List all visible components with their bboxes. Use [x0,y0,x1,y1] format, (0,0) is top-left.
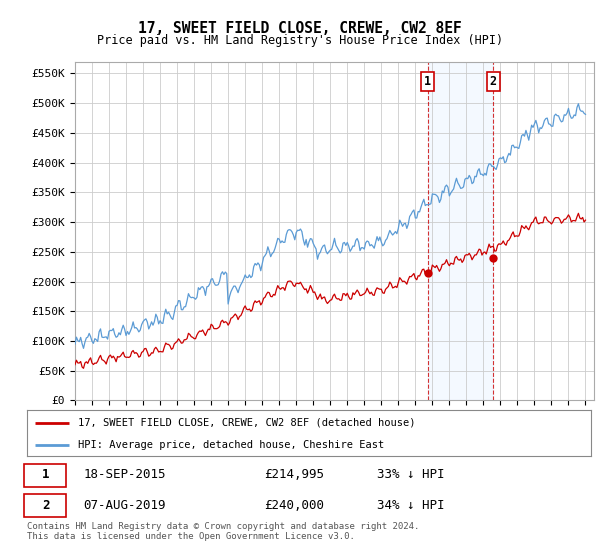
Text: 07-AUG-2019: 07-AUG-2019 [83,498,166,512]
Text: 17, SWEET FIELD CLOSE, CREWE, CW2 8EF (detached house): 17, SWEET FIELD CLOSE, CREWE, CW2 8EF (d… [78,418,415,428]
Text: 2: 2 [42,498,49,512]
Text: 17, SWEET FIELD CLOSE, CREWE, CW2 8EF: 17, SWEET FIELD CLOSE, CREWE, CW2 8EF [138,21,462,36]
Text: £240,000: £240,000 [264,498,324,512]
Text: HPI: Average price, detached house, Cheshire East: HPI: Average price, detached house, Ches… [78,440,384,450]
Bar [428,62,493,400]
Text: Contains HM Land Registry data © Crown copyright and database right 2024.
This d: Contains HM Land Registry data © Crown c… [27,522,419,542]
Text: 34% ↓ HPI: 34% ↓ HPI [377,498,444,512]
Text: Price paid vs. HM Land Registry's House Price Index (HPI): Price paid vs. HM Land Registry's House … [97,34,503,46]
Text: 33% ↓ HPI: 33% ↓ HPI [377,468,444,482]
FancyBboxPatch shape [24,464,67,487]
Text: 1: 1 [42,468,49,482]
Text: 18-SEP-2015: 18-SEP-2015 [83,468,166,482]
Text: £214,995: £214,995 [264,468,324,482]
Text: 1: 1 [424,74,431,88]
FancyBboxPatch shape [24,494,67,517]
Text: 2: 2 [490,74,497,88]
